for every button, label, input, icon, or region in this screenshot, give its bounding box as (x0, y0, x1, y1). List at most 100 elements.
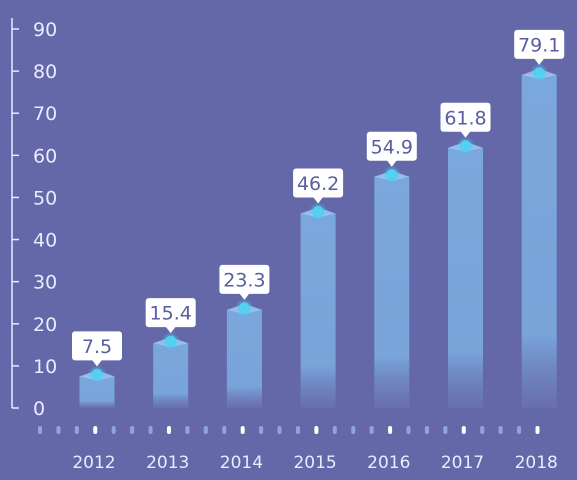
bar (521, 74, 557, 408)
x-tick-major-dot (535, 426, 540, 434)
data-point-dot (168, 339, 173, 344)
data-label-box (366, 131, 417, 161)
x-tick-minor-dot (406, 426, 411, 434)
data-label: 46.2 (297, 173, 339, 195)
x-tick-minor-dot (222, 426, 227, 434)
x-tick-major-dot (461, 426, 466, 434)
x-tick-major-dot (166, 426, 171, 434)
data-point-marker (386, 169, 398, 181)
bar-group: 61.8 (440, 102, 491, 408)
data-label: 23.3 (223, 269, 265, 291)
x-tick-label: 2014 (220, 453, 263, 473)
x-tick-label: 2017 (441, 453, 484, 473)
x-tick-major-dot (93, 426, 98, 434)
y-tick-label: 30 (33, 272, 57, 294)
bar (153, 343, 189, 408)
x-tick-minor-dot (369, 426, 374, 434)
bar-group: 15.4 (145, 298, 196, 408)
x-tick-minor-dot (480, 426, 485, 434)
bar-series: 7.5 15.4 23.3 46.2 54.9 61.8 79.1 (72, 29, 565, 408)
bar-group: 46.2 (293, 168, 344, 408)
y-tick-label: 50 (33, 187, 57, 209)
data-label-pointer (534, 58, 545, 65)
bar (79, 376, 115, 408)
x-tick-minor-dot (351, 426, 356, 434)
x-tick-minor-dot (498, 426, 503, 434)
data-point-marker (312, 205, 324, 217)
data-point-dot (95, 372, 99, 377)
data-label-box (145, 298, 196, 328)
data-point-dot (316, 209, 321, 214)
x-tick-label: 2012 (72, 453, 115, 473)
data-point-marker (238, 302, 250, 314)
bar (448, 147, 483, 408)
data-label: 7.5 (82, 336, 112, 358)
data-label-box (440, 102, 491, 132)
data-label-pointer (313, 196, 324, 204)
bar-group: 79.1 (514, 29, 565, 408)
data-label-pointer (460, 131, 471, 138)
x-tick-minor-dot (185, 426, 190, 434)
x-axis-labels: 2012 2013 2014 2015 2016 2017 2018 (72, 453, 557, 473)
data-label-pointer (386, 160, 397, 167)
data-label-box (219, 264, 270, 294)
data-label-pointer (239, 293, 250, 300)
bar (374, 176, 410, 408)
x-tick-minor-dot (517, 426, 522, 434)
x-axis-dots (38, 426, 540, 434)
data-point-marker (91, 368, 103, 380)
bar (300, 213, 336, 408)
data-point-marker (460, 140, 471, 152)
x-tick-minor-dot (203, 426, 208, 434)
y-tick-label: 70 (33, 103, 57, 125)
data-label: 15.4 (150, 303, 192, 325)
y-tick-label: 80 (33, 61, 57, 83)
data-label-pointer (92, 359, 102, 367)
data-label-box (72, 331, 122, 361)
y-tick-label: 40 (33, 230, 57, 252)
x-tick-label: 2018 (515, 453, 558, 473)
x-tick-minor-dot (277, 426, 282, 434)
data-point-dot (537, 70, 542, 75)
data-label: 79.1 (518, 34, 560, 56)
y-tick-label: 0 (33, 398, 45, 420)
y-tick-label: 20 (33, 314, 57, 336)
x-tick-major-dot (314, 426, 319, 434)
data-label-box (514, 29, 565, 59)
data-label: 54.9 (371, 136, 413, 158)
x-tick-minor-dot (74, 426, 79, 434)
x-tick-minor-dot (443, 426, 448, 434)
y-tick-label: 90 (33, 19, 57, 41)
x-tick-minor-dot (332, 426, 337, 434)
data-point-marker (533, 67, 545, 79)
bar (226, 309, 262, 408)
data-point-dot (389, 172, 394, 177)
y-axis: 0 10 20 30 40 50 60 70 80 90 (11, 18, 57, 420)
y-tick-label: 10 (33, 356, 57, 378)
data-label-pointer (165, 326, 176, 334)
x-tick-major-dot (240, 426, 245, 434)
x-tick-minor-dot (56, 426, 61, 434)
bar-group: 7.5 (72, 331, 122, 408)
x-tick-minor-dot (295, 426, 300, 434)
data-label: 61.8 (444, 107, 486, 129)
bar-group: 54.9 (366, 131, 417, 408)
data-point-marker (165, 335, 177, 347)
x-tick-minor-dot (130, 426, 135, 434)
x-tick-label: 2013 (146, 453, 189, 473)
x-tick-major-dot (388, 426, 393, 434)
bar-group: 23.3 (219, 264, 270, 408)
x-tick-minor-dot (259, 426, 264, 434)
data-point-dot (242, 305, 247, 310)
x-tick-minor-dot (38, 426, 42, 434)
x-tick-minor-dot (424, 426, 429, 434)
data-label-box (293, 168, 344, 198)
x-tick-minor-dot (148, 426, 153, 434)
data-point-dot (463, 143, 468, 148)
x-tick-label: 2016 (367, 453, 410, 473)
y-tick-label: 60 (33, 145, 57, 167)
x-tick-minor-dot (111, 426, 116, 434)
x-tick-label: 2015 (293, 453, 336, 473)
